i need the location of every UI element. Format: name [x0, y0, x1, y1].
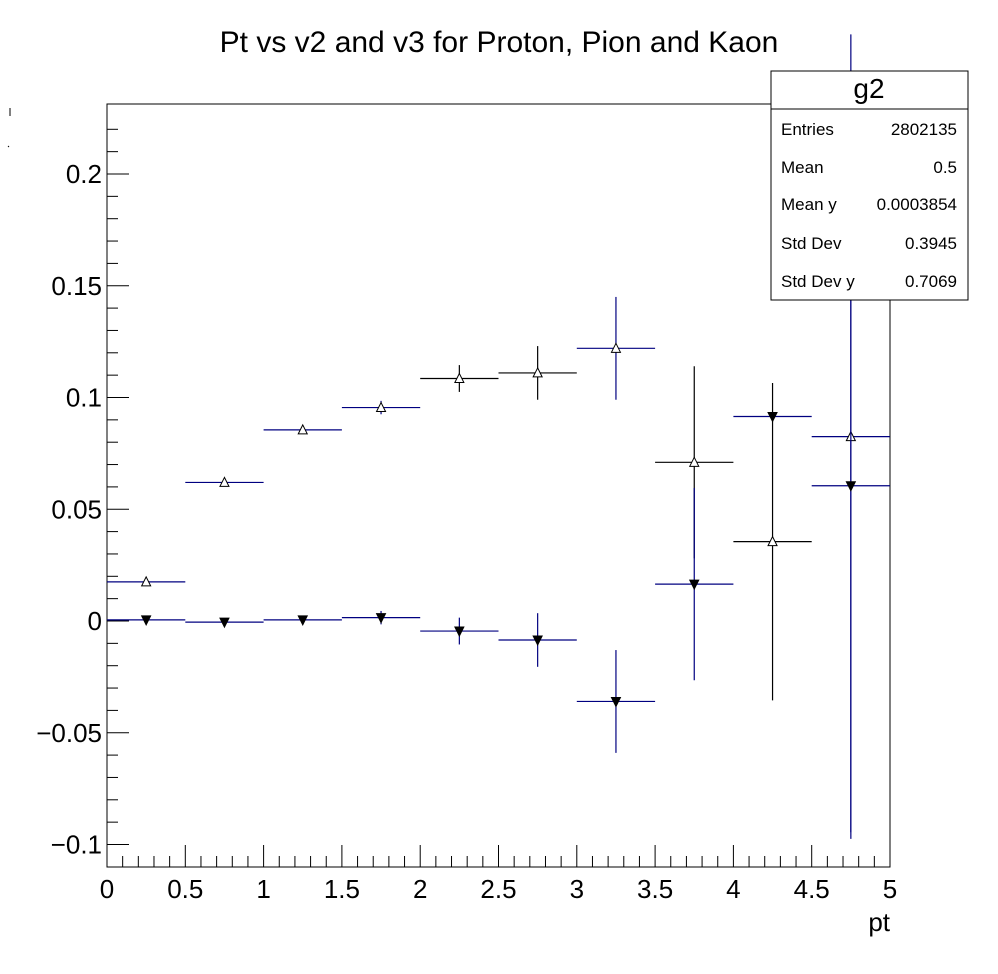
- x-tick-label: 2.5: [480, 874, 516, 904]
- x-tick-label: 5: [883, 874, 897, 904]
- data-point-v3: [655, 488, 734, 681]
- x-tick-label: 0.5: [167, 874, 203, 904]
- stats-row-label: Std Dev y: [781, 272, 855, 291]
- data-point-v2: [498, 346, 577, 400]
- open-triangle-marker: [219, 476, 230, 487]
- stats-box-frame: [770, 70, 969, 301]
- x-tick-label: 2: [413, 874, 427, 904]
- stats-row-label: Std Dev: [781, 234, 842, 253]
- y-tick-label: −0.05: [36, 718, 102, 748]
- stats-rows: Entries 2802135 Mean 0.5 Mean y 0.0003854 Std …: [781, 120, 957, 291]
- y-tick-label: 0.1: [66, 383, 102, 413]
- open-triangle-marker: [610, 342, 622, 353]
- x-axis-title: pt: [868, 907, 890, 937]
- stats-row-value: 0.5: [933, 158, 957, 177]
- stats-box: g2 Entries 2802135 Mean 0.5 Mean y 0.0003854 S…: [770, 70, 969, 301]
- filled-triangle-marker: [610, 696, 622, 708]
- stats-row-value: 0.7069: [905, 272, 957, 291]
- stray-tick: [7, 145, 10, 148]
- filled-triangle-marker: [297, 615, 309, 627]
- x-tick-label: 1.5: [324, 874, 360, 904]
- data-point-v2: [733, 382, 812, 701]
- y-axis-ticks: [107, 128, 129, 845]
- x-tick-label: 4: [726, 874, 740, 904]
- filled-triangle-marker: [845, 481, 857, 492]
- y-tick-label: 0: [88, 606, 102, 636]
- y-axis-tick-labels: −0.1 −0.05 0 0.05 0.1 0.15 0.2: [36, 159, 102, 860]
- stats-row-label: Mean: [781, 158, 824, 177]
- stats-box-title: g2: [853, 73, 884, 104]
- open-triangle-marker: [454, 372, 465, 384]
- x-axis-ticks: [106, 845, 891, 867]
- data-point-v2: [341, 400, 421, 415]
- data-point-v2: [185, 476, 264, 487]
- stats-row-label: Entries: [781, 120, 834, 139]
- data-point-v3: [263, 615, 342, 627]
- y-tick-label: 0.05: [51, 494, 102, 524]
- stats-row-value: 2802135: [891, 120, 957, 139]
- data-point-v2: [107, 575, 186, 587]
- open-triangle-marker: [140, 575, 152, 587]
- y-tick-label: 0.15: [51, 271, 102, 301]
- data-point-v2: [263, 423, 342, 435]
- filled-triangle-marker: [767, 411, 778, 423]
- open-triangle-marker: [297, 423, 309, 435]
- data-point-v3: [107, 615, 186, 627]
- x-axis-tick-labels: 0 0.5 1 1.5 2 2.5 3 3.5 4 4.5 5: [100, 874, 897, 904]
- data-point-v3: [420, 617, 499, 645]
- data-point-v3: [733, 411, 812, 423]
- open-triangle-marker: [767, 535, 778, 547]
- y-tick-label: 0.2: [66, 159, 102, 189]
- x-tick-label: 4.5: [794, 874, 830, 904]
- stats-row-value: 0.3945: [905, 234, 957, 253]
- data-point-v3: [576, 650, 656, 753]
- open-triangle-marker: [688, 456, 700, 467]
- stats-row-value: 0.0003854: [877, 195, 957, 214]
- open-triangle-marker: [375, 401, 387, 413]
- filled-triangle-marker: [454, 626, 465, 638]
- open-triangle-marker: [532, 366, 543, 378]
- data-point-v3: [498, 613, 577, 667]
- stray-marks: [7, 108, 11, 148]
- x-tick-label: 3: [570, 874, 584, 904]
- data-point-v2: [576, 296, 656, 400]
- x-tick-label: 3.5: [637, 874, 673, 904]
- y-tick-label: −0.1: [51, 830, 102, 860]
- x-tick-label: 1: [256, 874, 270, 904]
- chart-title: Pt vs v2 and v3 for Proton, Pion and Kao…: [220, 26, 779, 59]
- filled-triangle-marker: [532, 635, 543, 647]
- data-point-v2: [420, 365, 499, 392]
- filled-triangle-marker: [688, 579, 700, 591]
- x-tick-label: 0: [100, 874, 114, 904]
- filled-triangle-marker: [219, 617, 230, 629]
- data-point-v3: [185, 617, 264, 629]
- stats-row-label: Mean y: [781, 195, 837, 214]
- data-point-v3: [341, 610, 421, 625]
- filled-triangle-marker: [375, 613, 387, 624]
- filled-triangle-marker: [140, 615, 152, 627]
